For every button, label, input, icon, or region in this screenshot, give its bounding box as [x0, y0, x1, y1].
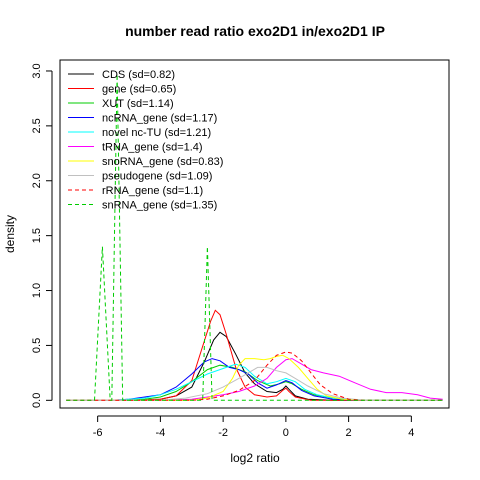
x-tick-label: -4 [155, 427, 165, 439]
y-tick-label: 0.5 [31, 338, 43, 353]
series-line-6 [66, 354, 443, 401]
y-tick-label: 0.0 [31, 393, 43, 408]
series-line-4 [66, 363, 443, 401]
y-tick-label: 2.0 [31, 173, 43, 188]
y-tick-label: 1.5 [31, 228, 43, 243]
x-tick-label: 0 [283, 427, 289, 439]
x-tick-label: -2 [218, 427, 228, 439]
series-line-9 [66, 74, 443, 401]
x-tick-label: 4 [408, 427, 414, 439]
series-line-7 [66, 366, 443, 401]
legend-label: snoRNA_gene (sd=0.83) [102, 156, 223, 168]
legend-label: tRNA_gene (sd=1.4) [102, 142, 203, 154]
legend-label: ncRNA_gene (sd=1.17) [102, 113, 217, 125]
series-line-3 [66, 358, 443, 401]
series-line-5 [66, 358, 443, 401]
y-tick-label: 2.5 [31, 118, 43, 133]
legend-label: CDS (sd=0.82) [102, 69, 175, 81]
y-axis: 0.0 0.5 1.0 1.5 2.0 2.5 3.0 [31, 63, 53, 408]
y-tick-label: 1.0 [31, 283, 43, 298]
series-line-2 [66, 364, 443, 401]
series-line-1 [66, 309, 443, 401]
legend-label: rRNA_gene (sd=1.1) [102, 185, 203, 197]
legend-label: snRNA_gene (sd=1.35) [102, 200, 217, 212]
x-axis-label: log2 ratio [230, 451, 280, 465]
x-axis: -6 -4 -2 0 2 4 [93, 415, 414, 439]
legend: CDS (sd=0.82) gene (sd=0.65) XUT (sd=1.14)… [68, 69, 223, 212]
plot-frame [59, 59, 450, 409]
plot-area [66, 74, 443, 401]
x-tick-label: -6 [93, 427, 103, 439]
x-tick-label: 2 [346, 427, 352, 439]
legend-label: novel nc-TU (sd=1.21) [102, 127, 211, 139]
legend-label: XUT (sd=1.14) [102, 98, 174, 110]
chart-title: number read ratio exo2D1 in/exo2D1 IP [125, 23, 385, 39]
legend-label: gene (sd=0.65) [102, 84, 176, 96]
y-tick-label: 3.0 [31, 63, 43, 78]
legend-label: pseudogene (sd=1.09) [102, 171, 212, 183]
y-axis-label: density [3, 215, 17, 253]
